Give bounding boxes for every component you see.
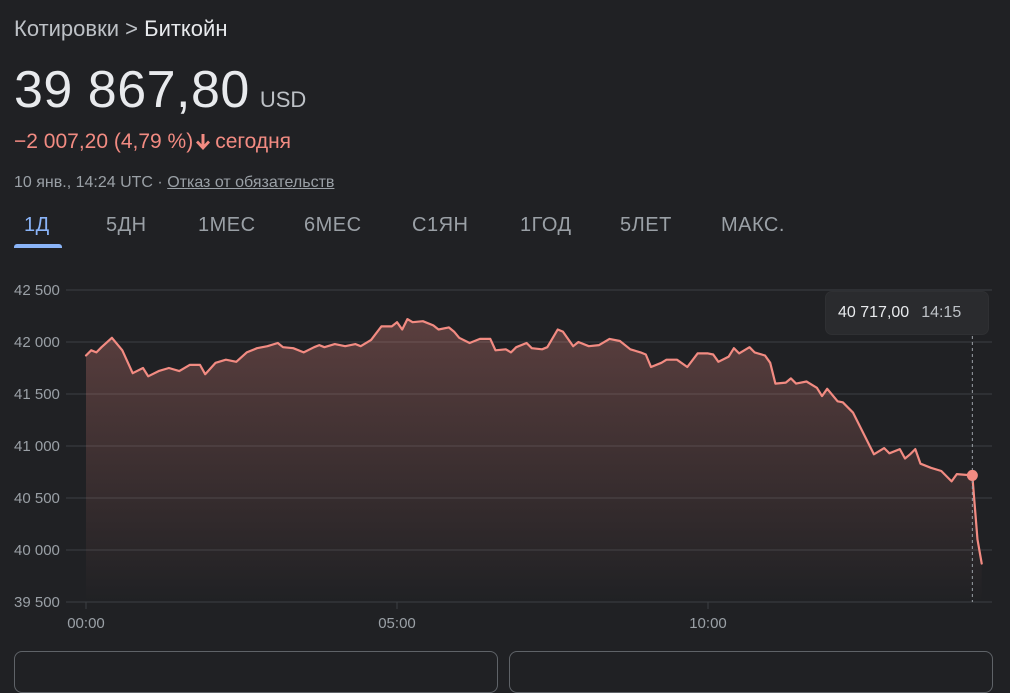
tab-label: 1Д xyxy=(24,214,50,236)
x-tick-label: 00:00 xyxy=(67,615,105,632)
tab-label: 1МЕС xyxy=(198,214,256,236)
breadcrumb-separator: > xyxy=(125,16,138,41)
y-tick-label: 42 500 xyxy=(14,282,60,299)
change-period: сегодня xyxy=(215,130,292,153)
hover-point xyxy=(966,469,978,481)
y-tick-label: 40 500 xyxy=(14,490,60,507)
tab-label: С1ЯН xyxy=(412,214,469,236)
price-chart[interactable]: 42 500 42 000 41 500 41 000 40 500 40 000 39 5… xyxy=(0,270,1010,640)
tooltip-value: 40 717,00 xyxy=(838,304,910,321)
price-area-fill xyxy=(86,319,982,602)
tab-max[interactable]: МАКС. xyxy=(721,214,785,237)
tab-1y[interactable]: 1ГОД xyxy=(520,214,572,237)
tab-label: 5ДН xyxy=(106,214,147,236)
x-tick-label: 10:00 xyxy=(689,615,727,632)
change-value: −2 007,20 (4,79 %) xyxy=(14,130,194,153)
breadcrumb-parent-link[interactable]: Котировки xyxy=(14,16,120,41)
currency-code: USD xyxy=(259,87,307,112)
tab-label: 5ЛЕТ xyxy=(620,214,672,236)
tab-5d[interactable]: 5ДН xyxy=(106,214,147,237)
x-tick-label: 05:00 xyxy=(378,615,416,632)
price-line xyxy=(84,318,983,565)
quote-timestamp: 10 янв., 14:24 UTC xyxy=(14,174,153,191)
quote-meta: 10 янв., 14:24 UTC · Отказ от обязательс… xyxy=(14,174,334,192)
tab-5y[interactable]: 5ЛЕТ xyxy=(620,214,672,237)
tab-label: 1ГОД xyxy=(520,214,572,236)
y-tick-label: 41 500 xyxy=(14,386,60,403)
active-tab-indicator xyxy=(14,244,62,248)
disclaimer-link[interactable]: Отказ от обязательств xyxy=(167,174,335,191)
y-tick-label: 40 000 xyxy=(14,542,60,559)
tab-6m[interactable]: 6МЕС xyxy=(304,214,362,237)
chart-tooltip: 40 717,00 14:15 xyxy=(826,292,988,334)
stats-card-right xyxy=(509,651,993,693)
chart-svg: 42 500 42 000 41 500 41 000 40 500 40 000 39 5… xyxy=(14,282,992,632)
tooltip-time: 14:15 xyxy=(921,304,962,321)
tab-label: МАКС. xyxy=(721,214,785,236)
y-tick-label: 39 500 xyxy=(14,594,60,611)
meta-separator: · xyxy=(157,174,163,191)
tab-label: 6МЕС xyxy=(304,214,362,236)
y-tick-label: 41 000 xyxy=(14,438,60,455)
breadcrumb: Котировки > Биткойн xyxy=(14,16,227,42)
current-price: 39 867,80 xyxy=(14,61,250,119)
stats-card-left xyxy=(14,651,498,693)
breadcrumb-current: Биткойн xyxy=(144,16,228,41)
price-header: 39 867,80 USD xyxy=(14,60,306,120)
tab-1d[interactable]: 1Д xyxy=(14,214,62,248)
price-change: −2 007,20 (4,79 %) сегодня xyxy=(14,130,291,154)
tab-ytd[interactable]: С1ЯН xyxy=(412,214,468,237)
arrow-down-icon xyxy=(195,133,211,151)
tab-1m[interactable]: 1МЕС xyxy=(198,214,256,237)
y-tick-label: 42 000 xyxy=(14,334,60,351)
